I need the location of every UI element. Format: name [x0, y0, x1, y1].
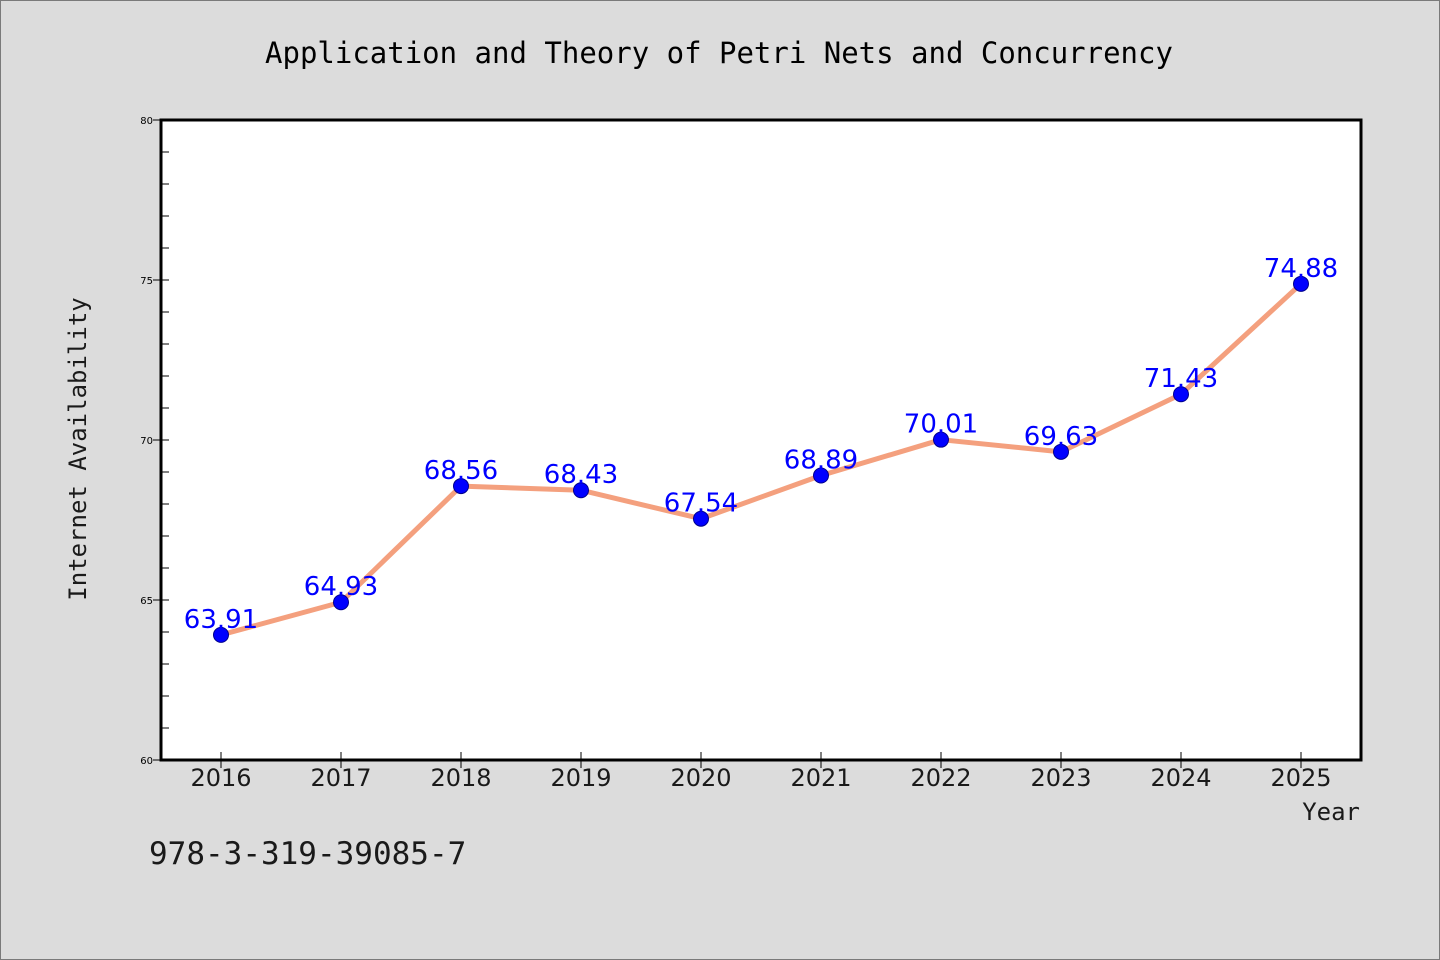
- plot-area: [161, 120, 1361, 760]
- x-tick-label: 2024: [1150, 764, 1211, 792]
- x-axis: 2016 2017 2018 2019 2020 2021 2022 2023 2024 2025: [190, 752, 1332, 792]
- data-label: 67.54: [664, 489, 738, 519]
- x-tick-label: 2025: [1270, 764, 1331, 792]
- x-tick-label: 2020: [670, 764, 731, 792]
- data-label: 63.91: [184, 605, 258, 635]
- x-tick-label: 2022: [910, 764, 971, 792]
- data-point: [333, 594, 349, 611]
- data-point: [453, 478, 469, 495]
- x-tick-label: 2023: [1030, 764, 1091, 792]
- data-point: [813, 467, 829, 484]
- data-point: [573, 482, 589, 499]
- isbn-footer: 978-3-319-39085-7: [149, 836, 466, 872]
- y-tick-label: 75: [140, 276, 153, 287]
- data-label: 69.63: [1024, 422, 1098, 452]
- data-label: 74.88: [1264, 254, 1338, 284]
- x-tick-label: 2017: [310, 764, 371, 792]
- x-tick-label: 2016: [190, 764, 251, 792]
- data-label: 64.93: [304, 572, 378, 602]
- x-tick-label: 2018: [430, 764, 491, 792]
- y-tick-label: 65: [140, 596, 153, 607]
- data-label: 70.01: [904, 410, 978, 440]
- data-point: [1173, 386, 1189, 403]
- data-labels: 63.91 64.93 68.56 68.43 67.54 68.89 70.01 69.63…: [184, 254, 1338, 635]
- data-point: [213, 626, 229, 643]
- series-line: [218, 281, 1304, 638]
- x-axis-title: Year: [1302, 798, 1360, 826]
- y-tick-label: 70: [140, 436, 153, 447]
- data-point: [933, 431, 949, 448]
- x-tick-label: 2019: [550, 764, 611, 792]
- data-label: 68.56: [424, 456, 498, 486]
- plot-frame: [159, 118, 1363, 762]
- data-label: 68.89: [784, 446, 858, 476]
- data-series: [213, 275, 1309, 643]
- data-label: 68.43: [544, 460, 618, 490]
- data-label: 71.43: [1144, 364, 1218, 394]
- x-tick-label: 2021: [790, 764, 851, 792]
- data-point: [693, 510, 709, 527]
- y-tick-label: 80: [140, 116, 153, 127]
- data-point: [1053, 443, 1069, 460]
- y-tick-label: 60: [140, 756, 153, 767]
- chart-title: Application and Theory of Petri Nets and…: [265, 36, 1173, 70]
- y-axis-title: Internet Availability: [64, 297, 92, 600]
- data-point: [1293, 275, 1309, 292]
